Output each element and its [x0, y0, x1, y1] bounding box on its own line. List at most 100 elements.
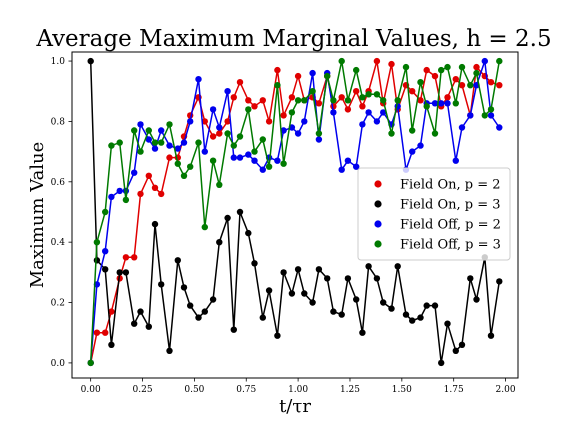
- series-3-point: [301, 118, 308, 125]
- series-2-point: [174, 257, 181, 264]
- series-4-point: [294, 97, 302, 104]
- series-1-point: [265, 118, 273, 125]
- series-2-point: [496, 278, 503, 285]
- series-2-point: [458, 341, 466, 348]
- series-3-point: [195, 76, 202, 83]
- series-1-point: [359, 103, 366, 110]
- x-tick-label: 0.75: [236, 385, 256, 395]
- series-1-point: [259, 97, 266, 104]
- series-1-point: [209, 133, 217, 140]
- series-3-point: [174, 145, 181, 152]
- series-4-point: [481, 112, 488, 119]
- legend-marker: [374, 200, 382, 208]
- y-tick-label: 0.0: [51, 359, 66, 369]
- series-4-point: [116, 139, 123, 146]
- series-4-point: [324, 72, 331, 80]
- series-4-point: [309, 88, 316, 95]
- series-4-point: [402, 63, 410, 71]
- series-4-point: [151, 139, 159, 146]
- series-4-point: [353, 66, 360, 74]
- series-4-point: [158, 139, 165, 146]
- series-1-point: [158, 190, 165, 198]
- series-4-point: [365, 91, 372, 98]
- series-2-point: [180, 284, 188, 291]
- series-3-point: [137, 121, 144, 128]
- series-4-point: [93, 239, 101, 246]
- series-3-point: [151, 145, 159, 152]
- series-2-point: [417, 314, 424, 321]
- series-3-point: [294, 130, 302, 137]
- series-2-point: [216, 239, 223, 246]
- series-2-point: [438, 359, 445, 367]
- x-tick-label: 0.25: [133, 385, 153, 395]
- series-1-point: [431, 72, 439, 80]
- series-2-point: [394, 263, 401, 270]
- series-1-point: [294, 72, 302, 80]
- series-4-point: [245, 106, 252, 113]
- series-3-point: [359, 121, 366, 128]
- series-1-point: [122, 254, 130, 261]
- series-4-point: [431, 130, 439, 137]
- series-1-point: [338, 94, 345, 101]
- series-1-line: [89, 60, 500, 364]
- series-1-point: [388, 60, 395, 68]
- series-2-point: [473, 296, 480, 303]
- x-tick-label: 1.75: [444, 385, 464, 395]
- series-2-point: [294, 266, 302, 273]
- series-3-point: [108, 193, 115, 201]
- series-4-point: [280, 160, 287, 167]
- series-1-point: [108, 308, 115, 315]
- series-1-point: [344, 106, 352, 113]
- series-3-point: [187, 118, 194, 125]
- legend-marker: [374, 240, 382, 248]
- series-2-point: [388, 305, 395, 312]
- series-1-point: [417, 97, 424, 104]
- series-4-point: [330, 97, 337, 104]
- legend-label: Field Off, p = 2: [400, 218, 501, 233]
- y-tick-label: 1.0: [51, 57, 66, 67]
- series-3-point: [309, 69, 316, 77]
- series-3-point: [353, 163, 360, 170]
- series-3-point: [431, 100, 439, 107]
- series-3-point: [216, 124, 223, 131]
- series-4-point: [373, 91, 381, 98]
- series-2-point: [251, 260, 258, 267]
- series-2-point: [309, 299, 316, 306]
- series-4-point: [388, 130, 395, 137]
- y-tick-label: 0.4: [51, 238, 66, 248]
- series-3-point: [145, 136, 152, 143]
- series-4-point: [458, 63, 466, 71]
- legend-label: Field On, p = 2: [400, 178, 501, 193]
- series-3-point: [344, 157, 352, 164]
- series-2-point: [245, 229, 252, 237]
- series-2-point: [467, 275, 474, 282]
- series-2-point: [209, 296, 217, 303]
- series-3-point: [158, 127, 165, 134]
- series-1-point: [236, 79, 244, 86]
- series-3-point: [274, 157, 281, 164]
- series-2-point: [145, 323, 152, 330]
- series-3-point: [201, 148, 208, 155]
- series-3-point: [330, 109, 337, 116]
- series-2-point: [452, 347, 459, 354]
- series-2-point: [315, 266, 323, 273]
- series-3-point: [230, 154, 237, 161]
- series-3-point: [338, 166, 345, 173]
- y-tick-label: 0.8: [51, 117, 66, 127]
- x-tick-label: 1.25: [340, 385, 360, 395]
- series-3-point: [496, 124, 503, 131]
- legend-box: [357, 167, 511, 261]
- series-3-point: [444, 100, 451, 107]
- series-2-point: [409, 317, 416, 324]
- series-2-point: [201, 308, 208, 315]
- series-3-point: [180, 139, 188, 146]
- series-2-point: [122, 269, 130, 276]
- series-1-point: [280, 112, 287, 119]
- x-tick-label: 1.00: [288, 385, 308, 395]
- series-1-point: [251, 103, 258, 110]
- series-1-point: [288, 94, 296, 101]
- series-3-point: [373, 118, 381, 125]
- series-4-point: [359, 94, 366, 101]
- series-4-point: [444, 63, 451, 71]
- y-axis-label: Maximum Value: [27, 142, 48, 289]
